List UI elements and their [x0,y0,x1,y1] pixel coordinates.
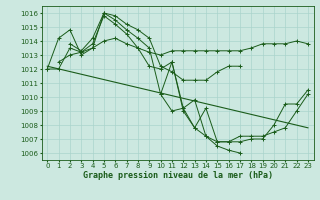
X-axis label: Graphe pression niveau de la mer (hPa): Graphe pression niveau de la mer (hPa) [83,171,273,180]
